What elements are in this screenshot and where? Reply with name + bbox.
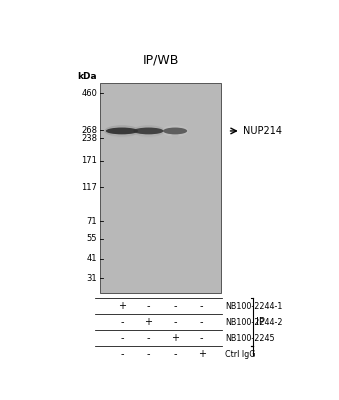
Text: -: - bbox=[200, 318, 203, 328]
Text: -: - bbox=[200, 302, 203, 312]
Text: 238: 238 bbox=[81, 134, 97, 143]
Text: -: - bbox=[147, 334, 150, 344]
Text: IP/WB: IP/WB bbox=[142, 54, 179, 66]
Text: 41: 41 bbox=[86, 254, 97, 264]
Ellipse shape bbox=[106, 128, 138, 134]
Ellipse shape bbox=[111, 134, 133, 138]
Text: 117: 117 bbox=[81, 182, 97, 192]
Text: -: - bbox=[147, 350, 150, 360]
Text: NB100-2244-1: NB100-2244-1 bbox=[225, 302, 282, 311]
Text: +: + bbox=[198, 350, 206, 360]
Ellipse shape bbox=[134, 128, 163, 134]
Ellipse shape bbox=[162, 125, 188, 137]
Text: 460: 460 bbox=[81, 89, 97, 98]
Text: -: - bbox=[173, 318, 177, 328]
Text: kDa: kDa bbox=[77, 72, 97, 81]
Text: -: - bbox=[120, 350, 124, 360]
Text: -: - bbox=[200, 334, 203, 344]
Text: 71: 71 bbox=[86, 217, 97, 226]
Text: -: - bbox=[173, 302, 177, 312]
FancyBboxPatch shape bbox=[100, 84, 221, 293]
Text: -: - bbox=[120, 334, 124, 344]
Text: 55: 55 bbox=[86, 234, 97, 243]
Text: NB100-2245: NB100-2245 bbox=[225, 334, 275, 343]
Text: NB100-2244-2: NB100-2244-2 bbox=[225, 318, 282, 327]
Text: +: + bbox=[118, 302, 126, 312]
Text: -: - bbox=[147, 302, 150, 312]
Text: Ctrl IgG: Ctrl IgG bbox=[225, 350, 256, 359]
Text: 268: 268 bbox=[81, 126, 97, 135]
Text: +: + bbox=[144, 318, 153, 328]
Text: IP: IP bbox=[256, 318, 264, 328]
Text: -: - bbox=[173, 350, 177, 360]
Text: +: + bbox=[171, 334, 179, 344]
Ellipse shape bbox=[172, 134, 179, 138]
Ellipse shape bbox=[139, 134, 158, 138]
Text: -: - bbox=[120, 318, 124, 328]
Text: NUP214: NUP214 bbox=[243, 126, 282, 136]
Text: 31: 31 bbox=[86, 274, 97, 283]
Ellipse shape bbox=[132, 125, 165, 137]
Text: 171: 171 bbox=[81, 156, 97, 166]
Ellipse shape bbox=[104, 125, 140, 137]
Ellipse shape bbox=[163, 128, 187, 134]
